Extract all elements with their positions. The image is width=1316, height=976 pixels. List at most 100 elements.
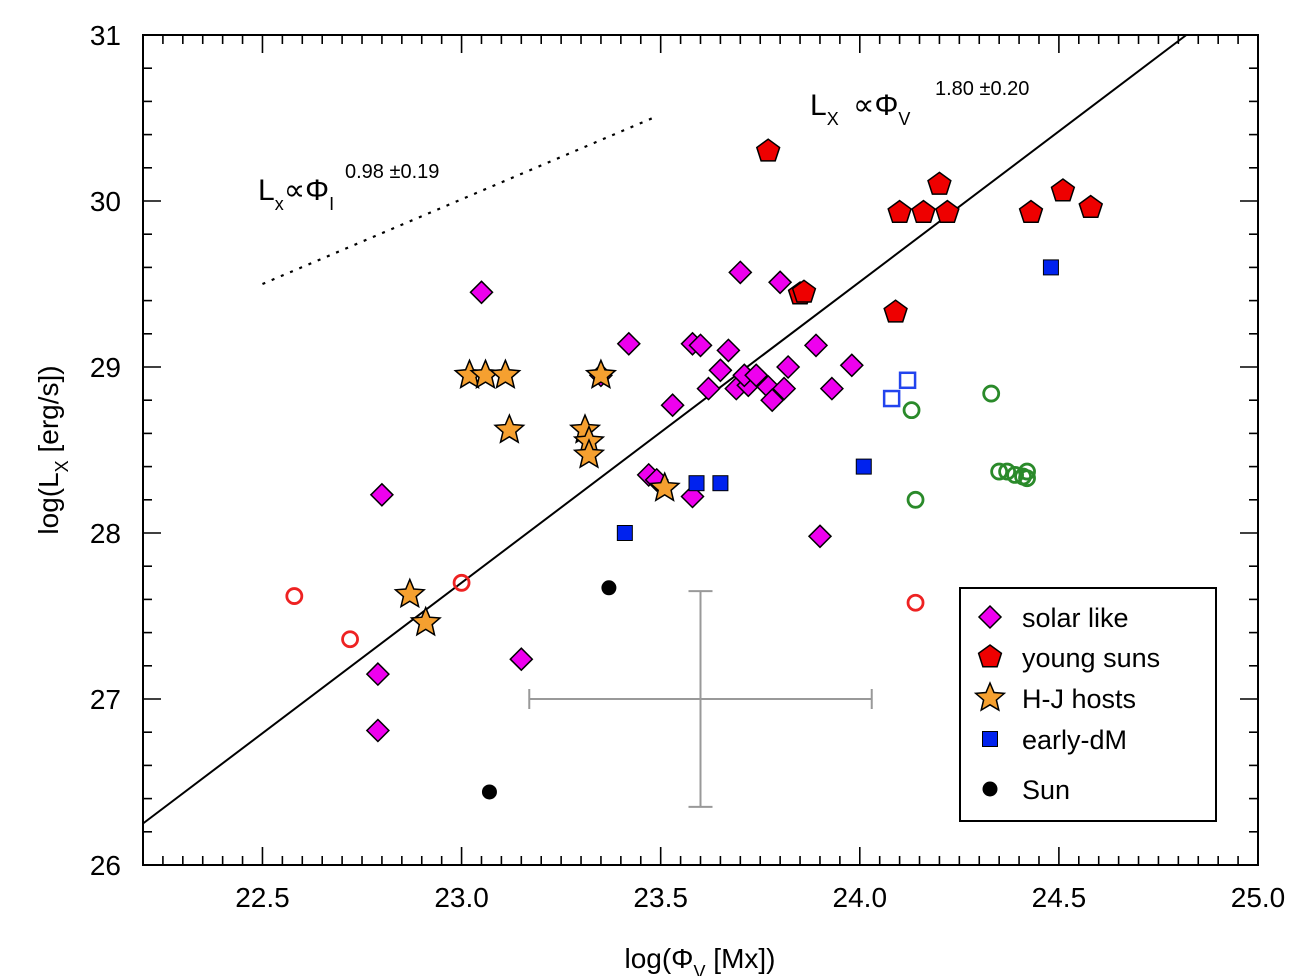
green-open-point bbox=[990, 462, 1009, 481]
early-dm-open-point bbox=[882, 389, 901, 408]
fit-dotted-exponent: 0.98 ±0.19 bbox=[345, 161, 439, 183]
early-dm-point bbox=[855, 458, 872, 475]
hj-hosts-point bbox=[572, 438, 606, 469]
solar-like-point bbox=[696, 376, 721, 401]
fit-dotted-label: Lx∝ΦI bbox=[258, 174, 334, 214]
solar-like-point bbox=[744, 363, 769, 388]
legend-marker-sun bbox=[982, 781, 998, 797]
hj-hosts-point bbox=[584, 358, 618, 389]
green-open-point bbox=[902, 401, 921, 420]
green-open-point bbox=[982, 384, 1001, 403]
fit-solid-label: LX ∝ΦV bbox=[810, 89, 910, 129]
red-open-point bbox=[906, 593, 925, 612]
legend-label-hj-hosts: H-J hosts bbox=[1022, 684, 1136, 714]
solar-like-point bbox=[369, 482, 394, 507]
x-tick-label: 24.5 bbox=[1032, 882, 1087, 913]
y-tick-label: 27 bbox=[90, 684, 121, 715]
x-tick-label: 25.0 bbox=[1231, 882, 1286, 913]
hj-hosts-point bbox=[409, 605, 442, 637]
legend-label-sun: Sun bbox=[1022, 775, 1070, 805]
error-bar bbox=[528, 590, 873, 808]
x-tick-label: 23.0 bbox=[434, 882, 489, 913]
solar-like-point bbox=[469, 280, 494, 305]
y-tick-label: 30 bbox=[90, 186, 121, 217]
data-markers bbox=[285, 138, 1104, 800]
y-tick-labels: 26 27 28 29 30 31 bbox=[90, 20, 121, 881]
hj-hosts-point bbox=[648, 471, 681, 502]
solar-like-point bbox=[365, 718, 390, 743]
green-open-point bbox=[1006, 465, 1024, 484]
legend-marker-young-suns bbox=[977, 644, 1003, 668]
solar-like-point bbox=[660, 393, 685, 418]
green-open-point bbox=[998, 462, 1017, 481]
fit-line-dotted bbox=[262, 116, 654, 286]
solar-like-point bbox=[616, 331, 641, 356]
legend-marker-solar-like bbox=[977, 604, 1003, 630]
legend-marker-early-dm bbox=[982, 731, 998, 747]
young-suns-point bbox=[755, 138, 781, 162]
fit-line-solid bbox=[142, 34, 1187, 825]
solar-like-point bbox=[807, 524, 833, 549]
early-dm-point bbox=[688, 475, 705, 492]
red-open-point bbox=[285, 587, 304, 605]
green-open-point bbox=[906, 490, 925, 509]
fit-solid-exponent: 1.80 ±0.20 bbox=[935, 78, 1029, 100]
x-tick-label: 22.5 bbox=[235, 882, 290, 913]
early-dm-point bbox=[616, 525, 633, 541]
legend-label-early-dm: early-dM bbox=[1022, 725, 1127, 755]
solar-like-point bbox=[839, 353, 864, 378]
legend-label-solar-like: solar like bbox=[1022, 603, 1129, 633]
solar-like-point bbox=[819, 376, 844, 401]
young-suns-point bbox=[911, 199, 936, 224]
y-tick-label: 31 bbox=[90, 20, 121, 51]
legend-markers bbox=[973, 604, 1007, 797]
solar-like-point bbox=[760, 388, 785, 413]
green-open-point bbox=[1018, 462, 1036, 481]
red-open-point bbox=[452, 573, 471, 592]
early-dm-point bbox=[1042, 259, 1059, 276]
solar-like-point bbox=[716, 338, 741, 363]
solar-like-point bbox=[772, 376, 797, 401]
y-tick-label: 28 bbox=[90, 518, 121, 549]
solar-like-point bbox=[708, 358, 733, 383]
green-open-point bbox=[1018, 469, 1036, 488]
young-suns-point bbox=[1050, 178, 1076, 202]
red-open-point bbox=[341, 630, 359, 649]
solar-like-point bbox=[728, 260, 753, 285]
hj-hosts-point bbox=[393, 577, 426, 609]
sun-point bbox=[481, 784, 497, 800]
young-suns-point bbox=[927, 171, 952, 195]
x-tick-label: 24.0 bbox=[833, 882, 888, 913]
young-suns-point bbox=[791, 279, 817, 303]
y-tick-label: 29 bbox=[90, 352, 121, 383]
axes-ticks bbox=[142, 34, 1259, 866]
legend-label-young-suns: young suns bbox=[1022, 643, 1160, 673]
fit-lines bbox=[142, 34, 1187, 825]
solar-like-point bbox=[776, 354, 801, 380]
young-suns-point bbox=[1078, 194, 1104, 219]
hj-hosts-point bbox=[493, 413, 526, 444]
legend: solar like young suns H-J hosts early-dM… bbox=[959, 587, 1217, 822]
solar-like-point bbox=[509, 647, 534, 672]
hj-hosts-point bbox=[489, 358, 522, 389]
solar-like-point bbox=[365, 662, 390, 687]
legend-marker-hj-hosts bbox=[973, 681, 1007, 712]
x-axis-label: log(ΦV [Mx]) bbox=[624, 943, 775, 976]
legend-box bbox=[959, 587, 1217, 822]
solar-like-point bbox=[768, 270, 793, 295]
y-axis-label: log(LX [erg/s]) bbox=[33, 365, 72, 534]
young-suns-point bbox=[883, 299, 908, 323]
sun-point bbox=[601, 580, 617, 596]
solar-like-point bbox=[803, 333, 829, 358]
x-tick-labels: 22.5 23.0 23.5 24.0 24.5 25.0 bbox=[235, 882, 1285, 913]
young-suns-point bbox=[935, 199, 960, 224]
solar-like-point bbox=[688, 333, 713, 358]
early-dm-point bbox=[712, 475, 729, 492]
young-suns-point bbox=[887, 199, 912, 224]
young-suns-point bbox=[1018, 199, 1044, 224]
y-tick-label: 26 bbox=[90, 850, 121, 881]
plot-frame bbox=[142, 34, 1259, 866]
x-tick-label: 23.5 bbox=[633, 882, 688, 913]
early-dm-open-point bbox=[898, 371, 917, 390]
